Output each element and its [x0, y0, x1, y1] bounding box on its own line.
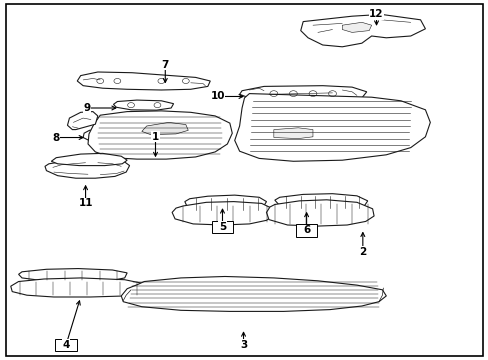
Polygon shape	[234, 94, 429, 161]
Polygon shape	[83, 130, 111, 140]
Text: 10: 10	[210, 91, 224, 102]
FancyBboxPatch shape	[55, 339, 77, 351]
Polygon shape	[274, 194, 367, 211]
Polygon shape	[77, 72, 210, 90]
Polygon shape	[342, 22, 371, 32]
Polygon shape	[113, 100, 173, 110]
FancyBboxPatch shape	[295, 224, 317, 237]
Text: 2: 2	[359, 247, 366, 257]
Text: 9: 9	[83, 103, 90, 113]
Text: 1: 1	[152, 132, 159, 142]
FancyBboxPatch shape	[211, 221, 233, 233]
Polygon shape	[67, 112, 98, 130]
Text: 6: 6	[303, 225, 309, 235]
Text: 8: 8	[53, 132, 60, 143]
Text: 11: 11	[78, 198, 93, 208]
Polygon shape	[239, 86, 366, 102]
Polygon shape	[89, 131, 107, 138]
Polygon shape	[88, 111, 232, 159]
Polygon shape	[11, 278, 146, 297]
Text: 4: 4	[62, 340, 70, 350]
Polygon shape	[273, 128, 312, 139]
Polygon shape	[300, 14, 425, 47]
Polygon shape	[142, 122, 188, 135]
Polygon shape	[172, 202, 273, 225]
Polygon shape	[266, 200, 373, 226]
Polygon shape	[45, 158, 129, 178]
Polygon shape	[184, 195, 266, 212]
Polygon shape	[51, 153, 127, 166]
Polygon shape	[19, 269, 127, 282]
Text: 5: 5	[219, 222, 225, 232]
Text: 7: 7	[161, 60, 169, 70]
Polygon shape	[121, 276, 386, 311]
Text: 3: 3	[240, 340, 246, 350]
Text: 12: 12	[368, 9, 383, 19]
